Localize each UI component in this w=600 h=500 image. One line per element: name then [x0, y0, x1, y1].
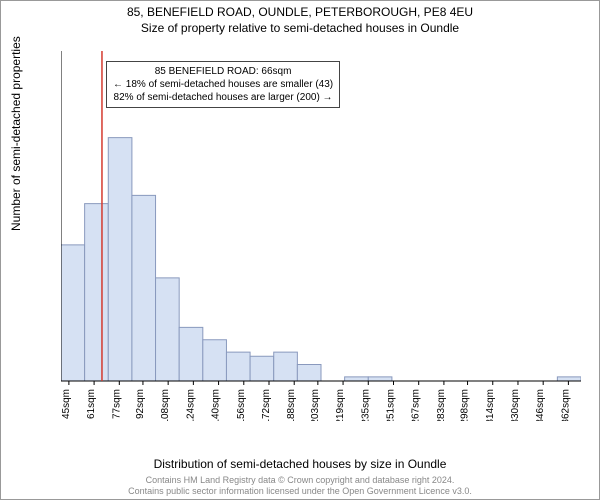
address-title: 85, BENEFIELD ROAD, OUNDLE, PETERBOROUGH…: [1, 1, 599, 19]
x-tick-label: 219sqm: [335, 389, 346, 421]
y-axis-label: Number of semi-detached properties: [9, 36, 23, 231]
histogram-bar: [61, 245, 85, 381]
figure-container: 85, BENEFIELD ROAD, OUNDLE, PETERBOROUGH…: [0, 0, 600, 500]
annotation-line-3: 82% of semi-detached houses are larger (…: [113, 91, 333, 104]
x-tick-label: 108sqm: [160, 389, 171, 421]
histogram-bar: [85, 204, 109, 381]
histogram-bar: [368, 377, 392, 381]
x-tick-label: 124sqm: [185, 389, 196, 421]
x-tick-label: 92sqm: [135, 389, 146, 419]
x-tick-label: 298sqm: [460, 389, 471, 421]
x-tick-label: 156sqm: [236, 389, 247, 421]
x-tick-label: 346sqm: [535, 389, 546, 421]
attribution-text: Contains HM Land Registry data © Crown c…: [1, 475, 599, 497]
annotation-line-1: 85 BENEFIELD ROAD: 66sqm: [113, 65, 333, 78]
x-tick-label: 77sqm: [111, 389, 122, 419]
x-tick-label: 235sqm: [360, 389, 371, 421]
histogram-bar: [156, 278, 180, 381]
x-tick-label: 61sqm: [86, 389, 97, 419]
histogram-bar: [226, 352, 250, 381]
histogram-bar: [132, 195, 156, 381]
x-tick-label: 267sqm: [411, 389, 422, 421]
histogram-bar: [345, 377, 369, 381]
x-tick-label: 203sqm: [310, 389, 321, 421]
histogram-bar: [557, 377, 581, 381]
histogram-bar: [203, 340, 227, 381]
histogram-bar: [250, 356, 274, 381]
histogram-bar: [274, 352, 298, 381]
x-tick-label: 188sqm: [286, 389, 297, 421]
x-tick-label: 283sqm: [436, 389, 447, 421]
x-tick-label: 330sqm: [510, 389, 521, 421]
attribution-line-2: Contains public sector information licen…: [1, 486, 599, 497]
x-tick-label: 172sqm: [261, 389, 272, 421]
x-axis-label: Distribution of semi-detached houses by …: [1, 457, 599, 471]
histogram-bar: [179, 327, 203, 381]
x-tick-label: 314sqm: [485, 389, 496, 421]
x-tick-label: 362sqm: [560, 389, 571, 421]
x-tick-label: 45sqm: [61, 389, 72, 419]
annotation-line-2: ← 18% of semi-detached houses are smalle…: [113, 78, 333, 91]
x-tick-label: 251sqm: [385, 389, 396, 421]
histogram-bar: [108, 138, 132, 381]
attribution-line-1: Contains HM Land Registry data © Crown c…: [1, 475, 599, 486]
x-tick-label: 140sqm: [211, 389, 222, 421]
annotation-box: 85 BENEFIELD ROAD: 66sqm ← 18% of semi-d…: [106, 61, 340, 108]
histogram-bar: [297, 365, 321, 382]
subtitle: Size of property relative to semi-detach…: [1, 19, 599, 35]
